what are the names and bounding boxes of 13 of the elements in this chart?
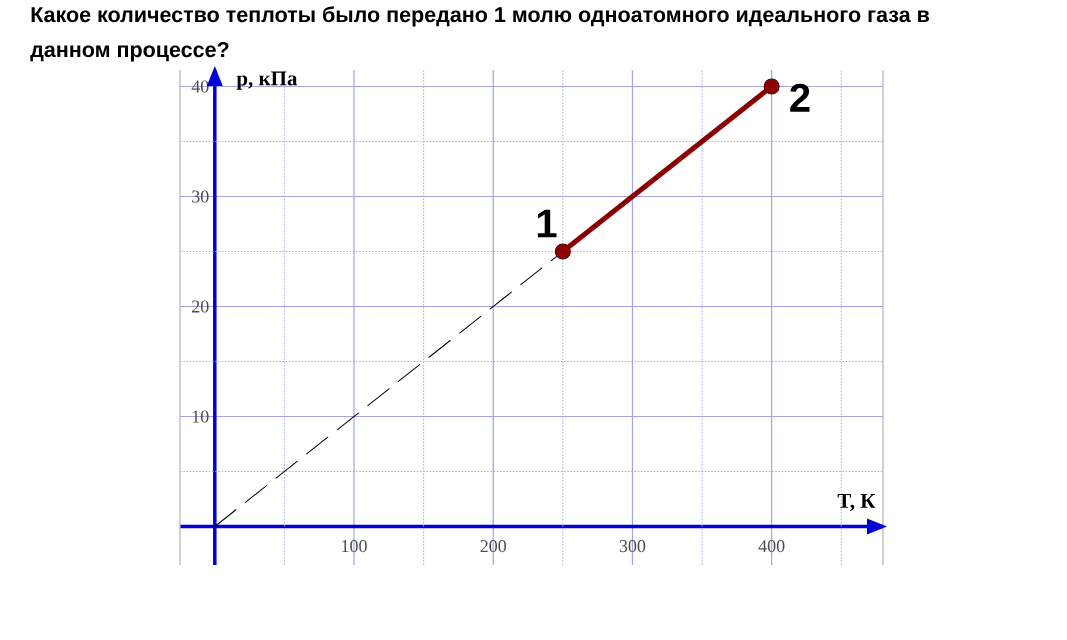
y-axis-title: p, кПа [236, 71, 298, 90]
x-tick-label: 100 [342, 540, 367, 553]
y-tick-label: 30 [192, 190, 209, 203]
x-axis-title: T, К [837, 493, 876, 511]
chart-title: Какое количество теплоты было передано 1 молю одноатомного идеального газа в данном процессе? [30, 6, 929, 62]
annotation: 2 [790, 83, 810, 112]
annotation: 1 [537, 209, 557, 238]
y-tick-label: 10 [192, 410, 209, 423]
y-tick-label: 20 [192, 300, 209, 313]
x-tick-label: 300 [619, 540, 646, 553]
x-tick-label: 200 [480, 540, 507, 553]
x-tick-label: 400 [758, 540, 785, 553]
y-tick-label: 40 [191, 80, 209, 93]
